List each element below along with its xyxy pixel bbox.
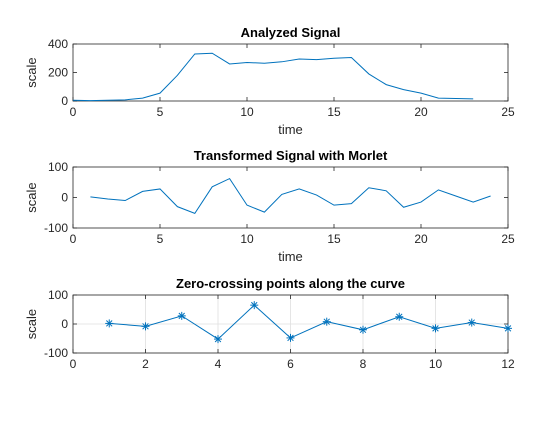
analyzed-signal-series-line [72,52,474,102]
transformed-signal-xtick-label: 10 [240,232,254,246]
zero-crossing-xtick-label: 6 [287,357,294,371]
transformed-signal-ytick-label: -100 [44,221,68,235]
transformed-signal-ytick-label: 100 [48,160,68,174]
zero-crossing-marker-stroke [396,313,403,320]
analyzed-signal-xtick-label: 10 [240,105,254,119]
zero-crossing-marker-stroke [468,319,475,326]
zero-crossing-ytick-label: -100 [44,346,68,360]
zero-crossing-marker-stroke [178,312,185,320]
analyzed-signal-ytick-label: 400 [48,37,68,51]
zero-crossing-data-point [431,324,440,333]
analyzed-signal-ylabel: scale [24,57,39,87]
zero-crossing-data-point [105,319,114,328]
analyzed-signal-title: Analyzed Signal [241,25,341,40]
zero-crossing-marker-stroke [359,326,367,334]
analyzed-signal-xtick-label: 15 [327,105,341,119]
zero-crossing-xtick-label: 8 [360,357,367,371]
zero-crossing-marker-stroke [432,325,439,332]
zero-crossing-ytick-label: 100 [48,288,68,302]
zero-crossing-data-point [286,333,295,342]
zero-crossing-marker-stroke [323,318,330,325]
zero-crossing-title: Zero-crossing points along the curve [176,276,405,291]
zero-crossing-marker-stroke [214,335,222,343]
zero-crossing-marker-stroke [106,320,113,327]
transformed-signal-xtick-label: 20 [414,232,428,246]
transformed-signal-series-line [90,177,491,214]
analyzed-signal-xtick-label: 20 [414,105,428,119]
analyzed-signal-xtick-label: 5 [157,105,164,119]
zero-crossing-marker-stroke [504,325,512,332]
zero-crossing-ytick-label: 0 [61,317,68,331]
transformed-signal-title: Transformed Signal with Morlet [194,148,388,163]
zero-crossing-marker-stroke [251,301,258,309]
transformed-signal-xtick-label: 0 [70,232,77,246]
analyzed-signal-xtick-label: 25 [501,105,515,119]
zero-crossing-xtick-label: 12 [501,357,515,371]
analyzed-signal-plot-area [73,44,508,101]
transformed-signal-ytick-label: 0 [61,191,68,205]
zero-crossing-data-point [214,335,222,344]
zero-crossing-xtick-label: 4 [215,357,222,371]
zero-crossing-data-point [322,317,331,326]
analyzed-signal-xtick-label: 0 [70,105,77,119]
zero-crossing-xtick-label: 2 [142,357,149,371]
zero-crossing-ylabel: scale [24,309,39,339]
transformed-signal-plot-area [73,167,508,228]
zero-crossing-series-line [109,304,509,340]
zero-crossing-data-point [467,318,476,327]
analyzed-signal-ytick-label: 200 [48,66,68,80]
analyzed-signal-xlabel: time [278,122,303,137]
zero-crossing-xtick-label: 0 [70,357,77,371]
zero-crossing-data-point [395,312,404,321]
zero-crossing-data-point [359,325,367,334]
zero-crossing-data-point [504,324,512,333]
analyzed-signal-plot: 0 5 10 15 20 25 0 200 400 Analyzed Signal time scal… [24,25,515,137]
transformed-signal-xtick-label: 25 [501,232,515,246]
analyzed-signal-ytick-label: 0 [61,94,68,108]
zero-crossing-data-point [250,301,259,310]
zero-crossing-xtick-label: 10 [429,357,443,371]
transformed-signal-xtick-label: 5 [157,232,164,246]
transformed-signal-xtick-label: 15 [327,232,341,246]
zero-crossing-data-point [141,322,150,331]
transformed-signal-ylabel: scale [24,182,39,212]
zero-crossing-marker-stroke [142,323,149,330]
zero-crossing-data-point [177,311,186,320]
zero-crossing-marker-stroke [287,334,294,342]
transformed-signal-xlabel: time [278,249,303,264]
